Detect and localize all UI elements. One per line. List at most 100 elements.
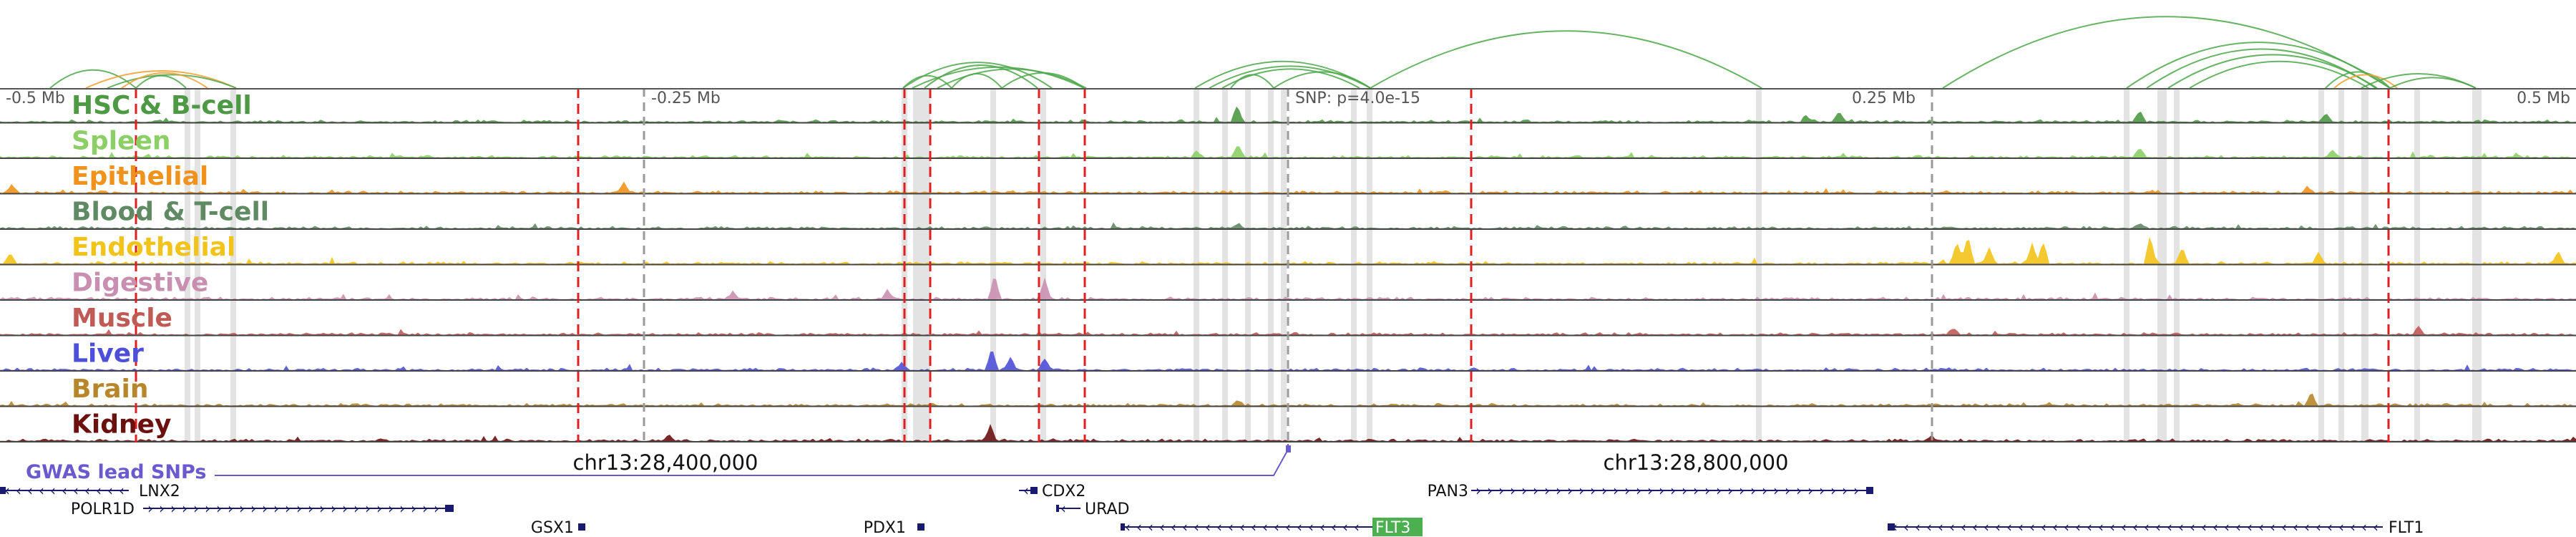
strand-arrow: › — [216, 500, 222, 517]
strand-arrow: › — [1636, 482, 1641, 499]
strand-arrow: ‹ — [1182, 518, 1188, 536]
strand-arrow: › — [353, 500, 359, 517]
track-label: Spleen — [72, 127, 171, 156]
gene-exon — [1056, 505, 1059, 512]
coordinate-label-right: chr13:28,800,000 — [1604, 450, 1789, 475]
peak-shade-band — [1040, 90, 1046, 442]
strand-arrow: ‹ — [2327, 518, 2333, 536]
strand-arrow: › — [1716, 482, 1722, 499]
strand-arrow: › — [1762, 482, 1767, 499]
strand-arrow: ‹ — [1136, 518, 1142, 536]
strand-arrow: ‹ — [2293, 518, 2298, 536]
strand-arrow: › — [1579, 482, 1584, 499]
strand-arrow: › — [1556, 482, 1561, 499]
strand-arrow: ‹ — [2338, 518, 2344, 536]
gene-label: FLT3 — [1375, 519, 1410, 537]
chromatin-loops — [49, 16, 2477, 89]
strand-arrow: ‹ — [1342, 518, 1348, 536]
strand-arrow: › — [422, 500, 428, 517]
strand-arrow: ‹ — [1194, 518, 1199, 536]
strand-arrow: ‹ — [2109, 518, 2115, 536]
peak-shade-band — [2414, 90, 2420, 442]
strand-arrow: ‹ — [1984, 518, 1989, 536]
strand-arrow: ‹ — [2052, 518, 2058, 536]
strand-arrow: ‹ — [2087, 518, 2092, 536]
strand-arrow: › — [331, 500, 336, 517]
strand-arrow: ‹ — [96, 482, 102, 499]
chromatin-loop-arc — [2189, 60, 2369, 89]
strand-arrow: › — [1785, 482, 1790, 499]
strand-arrow: › — [1853, 482, 1859, 499]
gene-label: URAD — [1085, 500, 1130, 518]
peak-shade-band — [2361, 90, 2368, 442]
strand-arrow: › — [308, 500, 313, 517]
strand-arrow: ‹ — [2190, 518, 2195, 536]
strand-arrow: › — [1796, 482, 1802, 499]
strand-arrow: › — [147, 500, 153, 517]
strand-arrow: ‹ — [2041, 518, 2046, 536]
peak-shade-band — [1351, 90, 1357, 442]
strand-arrow: › — [1624, 482, 1630, 499]
strand-arrow: › — [273, 500, 279, 517]
peak-shading — [185, 90, 2482, 442]
strand-arrow: › — [205, 500, 210, 517]
peak-shade-band — [1222, 90, 1228, 442]
strand-arrow: ‹ — [2373, 518, 2379, 536]
chromatin-loop-arc — [951, 73, 1002, 89]
peak-shade-band — [1756, 90, 1762, 442]
strand-arrow: ‹ — [2132, 518, 2138, 536]
strand-arrow: › — [1659, 482, 1664, 499]
strand-arrow: ‹ — [2235, 518, 2241, 536]
coordinate-label-left: chr13:28,400,000 — [573, 450, 758, 475]
lead-snp-mark — [1286, 445, 1291, 453]
gene-label: GSX1 — [531, 519, 574, 537]
peak-shade-band — [1268, 90, 1274, 442]
chromatin-loop-arc — [937, 68, 1087, 89]
peak-shade-band — [990, 90, 996, 442]
chromatin-loop-arc — [121, 72, 208, 89]
peak-shade-band — [1245, 90, 1251, 442]
chromatin-loop-arc — [1942, 16, 2391, 89]
gwas-track: GWAS lead SNPs — [26, 461, 206, 483]
peak-shade-band — [2318, 90, 2324, 442]
strand-arrow: ‹ — [2029, 518, 2035, 536]
strand-arrow: ‹ — [1228, 518, 1234, 536]
track-baseline — [0, 299, 2576, 301]
strand-arrow: › — [193, 500, 199, 517]
variant-markers — [135, 88, 2390, 476]
gene-exon — [1888, 523, 1895, 531]
strand-arrow: ‹ — [1171, 518, 1176, 536]
chromatin-loop-arc — [85, 70, 237, 89]
strand-arrow: › — [1842, 482, 1848, 499]
gene-highlight-box — [1372, 518, 1423, 536]
strand-arrow: › — [1704, 482, 1710, 499]
ruler-tick-plus: 0.25 Mb — [1852, 90, 1916, 107]
strand-arrow: ‹ — [1060, 500, 1066, 517]
strand-arrow: ‹ — [2006, 518, 2012, 536]
strand-arrow: ‹ — [1319, 518, 1325, 536]
strand-arrow: ‹ — [73, 482, 79, 499]
chromatin-loop-arc — [2389, 77, 2477, 89]
strand-arrow: ‹ — [2178, 518, 2184, 536]
track-baseline — [0, 370, 2576, 372]
strand-arrow: › — [1830, 482, 1836, 499]
chromatin-loop-arc — [1273, 71, 1371, 89]
strand-arrow: › — [159, 500, 165, 517]
gene-label: POLR1D — [71, 500, 135, 518]
peak-shade-band — [195, 90, 200, 442]
strand-arrow: ‹ — [2018, 518, 2024, 536]
strand-arrow: ‹ — [62, 482, 67, 499]
gene-exon — [578, 523, 585, 531]
strand-arrow: › — [399, 500, 405, 517]
track-labels: HSC & B-cell Spleen Epithelial Blood & T-ce… — [72, 91, 269, 440]
ruler-baseline — [0, 88, 2576, 90]
track-baseline — [0, 228, 2576, 230]
strand-arrow: ‹ — [1297, 518, 1302, 536]
strand-arrow: ‹ — [2247, 518, 2253, 536]
chromatin-loop-arc — [107, 74, 237, 89]
strand-arrow: › — [1727, 482, 1733, 499]
track-label: Liver — [72, 339, 144, 369]
peak-shade-band — [230, 90, 236, 442]
peak-shade-band — [185, 90, 190, 442]
